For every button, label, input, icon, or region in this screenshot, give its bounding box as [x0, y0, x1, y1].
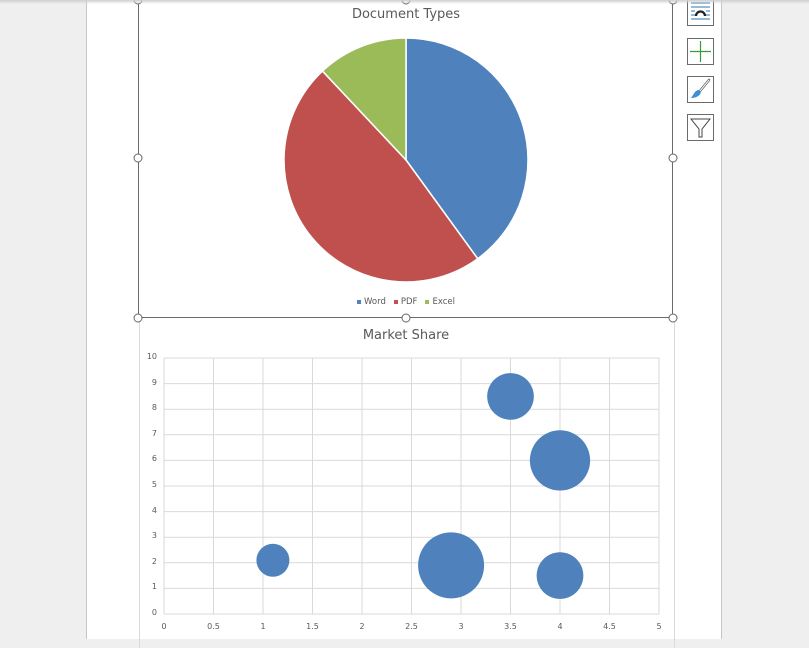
top-shadow [0, 0, 809, 4]
chart-styles-button[interactable] [687, 76, 714, 103]
y-tick-label: 8 [151, 403, 157, 413]
chart-filters-button[interactable] [687, 114, 714, 141]
plus-icon [690, 41, 711, 62]
legend-swatch-pdf [393, 300, 398, 304]
resize-handle-right[interactable] [668, 153, 678, 163]
pie-legend: Word PDF Excel [357, 297, 455, 307]
x-tick-label: 4.5 [603, 622, 616, 631]
resize-handle-bottom-right[interactable] [668, 313, 678, 323]
pie-chart-title: Document Types [351, 7, 461, 22]
resize-handle-bottom-left[interactable] [133, 313, 143, 323]
y-tick-label: 5 [151, 480, 157, 489]
y-tick-label: 3 [151, 531, 157, 541]
y-tick-label: 4 [151, 505, 157, 515]
pie-slice-pdf[interactable] [283, 70, 479, 283]
bubble[interactable] [529, 430, 591, 491]
pie-plot [283, 37, 529, 283]
pie-slice-excel[interactable] [321, 37, 407, 162]
legend-swatch-word [357, 300, 362, 304]
legend-label: Excel [432, 297, 455, 307]
x-tick-label: 1.5 [306, 622, 319, 631]
y-tick-label: 7 [151, 428, 157, 438]
bubble-chart-title: Market Share [362, 328, 450, 343]
x-tick-label: 2.5 [405, 622, 418, 631]
resize-handle-bottom[interactable] [401, 313, 411, 323]
funnel-icon [689, 118, 712, 138]
x-tick-label: 0 [161, 622, 167, 631]
x-tick-label: 3.5 [504, 622, 517, 631]
bubble[interactable] [418, 532, 485, 599]
x-tick-label: 4 [557, 622, 563, 631]
y-tick-label: 10 [146, 352, 157, 361]
x-tick-label: 5 [656, 622, 662, 631]
bubble[interactable] [487, 373, 534, 420]
paintbrush-icon [691, 78, 711, 98]
x-tick-label: 1 [260, 622, 266, 631]
legend-swatch-excel [425, 300, 430, 304]
bubble[interactable] [536, 552, 584, 599]
pie-slice-word[interactable] [405, 37, 529, 260]
resize-handle-left[interactable] [133, 153, 143, 163]
layout-options-button[interactable] [687, 0, 714, 26]
x-tick-label: 3 [458, 622, 464, 631]
legend-label: PDF [400, 297, 418, 307]
x-tick-label: 2 [359, 622, 365, 631]
pie-chart[interactable]: Document Types Word PDF Excel [0, 0, 809, 323]
bubble-chart-area [139, 318, 675, 648]
legend-item-excel: Excel [425, 297, 455, 307]
bubble-chart[interactable]: Market Share [0, 318, 809, 648]
y-tick-label: 6 [151, 454, 157, 464]
y-tick-label: 9 [151, 377, 157, 387]
legend-label: Word [364, 297, 386, 307]
y-tick-label: 2 [151, 556, 157, 566]
chart-elements-button[interactable] [687, 38, 714, 65]
legend-item-pdf: PDF [393, 297, 418, 307]
bubble[interactable] [256, 543, 290, 577]
legend-item-word: Word [357, 297, 386, 307]
y-tick-label: 0 [151, 608, 157, 617]
x-tick-label: 0.5 [207, 622, 220, 631]
y-tick-label: 1 [151, 582, 157, 592]
